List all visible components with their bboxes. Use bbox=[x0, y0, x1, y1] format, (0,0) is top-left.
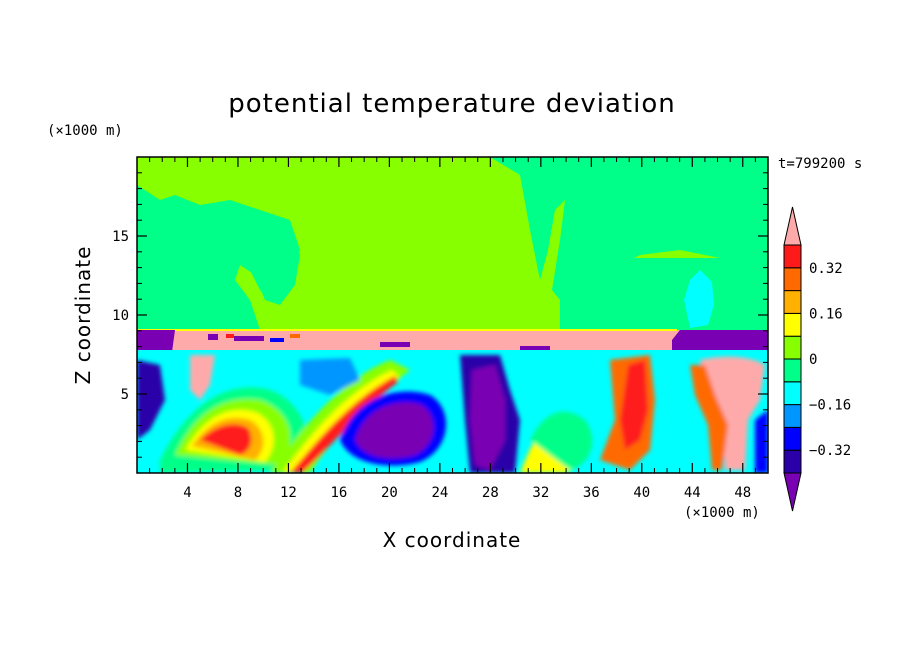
inversion-speckles bbox=[208, 334, 550, 350]
diag-band-red bbox=[290, 376, 398, 473]
x-tick-label: 32 bbox=[532, 485, 549, 501]
column-pink-right bbox=[700, 356, 765, 470]
colorbar: 0.32 0.16 0 −0.16 −0.32 bbox=[783, 206, 851, 512]
x-tick-label: 8 bbox=[234, 485, 242, 501]
colorbar-segment bbox=[783, 244, 802, 269]
y-axis-label: Z coordinate bbox=[71, 246, 95, 385]
y-unit-label: (×1000 m) bbox=[47, 123, 123, 139]
colorbar-extend-bottom bbox=[783, 472, 802, 512]
x-tick-label: 4 bbox=[183, 485, 191, 501]
x-axis-label: X coordinate bbox=[383, 528, 522, 552]
inversion-top-edge bbox=[137, 329, 677, 331]
left-warm-column bbox=[190, 355, 215, 400]
y-tick-label: 10 bbox=[112, 308, 129, 324]
x-tick-label: 12 bbox=[280, 485, 297, 501]
x-tick-label: 28 bbox=[482, 485, 499, 501]
x-unit-label: (×1000 m) bbox=[684, 505, 760, 521]
column-red-right-core bbox=[620, 360, 648, 450]
x-tick-label: 24 bbox=[431, 485, 448, 501]
chart-title: potential temperature deviation bbox=[228, 89, 675, 119]
left-cold-edge bbox=[137, 360, 165, 440]
colorbar-label: 0.32 bbox=[809, 261, 843, 277]
y-ticks: 5 10 15 bbox=[112, 172, 768, 458]
swirl-red bbox=[200, 424, 252, 455]
upper-cold-spot bbox=[684, 270, 714, 328]
blob-green-right bbox=[530, 411, 593, 470]
colorbar-segment bbox=[783, 335, 802, 360]
colorbar-segment bbox=[783, 381, 802, 406]
cold-pool-cap bbox=[137, 330, 175, 352]
upper-cool-region-2 bbox=[200, 205, 300, 330]
x-tick-label: 40 bbox=[633, 485, 650, 501]
contour-field bbox=[137, 157, 768, 473]
upper-left-cool bbox=[300, 358, 360, 395]
colorbar-extend-top bbox=[783, 206, 802, 246]
colorbar-segment bbox=[783, 404, 802, 428]
cold-pool-cap-right bbox=[672, 330, 768, 352]
x-ticks: 4 8 12 16 20 24 28 32 36 40 44 48 bbox=[149, 157, 756, 501]
colorbar-segment bbox=[783, 358, 802, 383]
blob-purple-core bbox=[355, 402, 434, 459]
x-tick-label: 20 bbox=[381, 485, 398, 501]
upper-cool-band bbox=[560, 258, 768, 338]
x-tick-label: 16 bbox=[330, 485, 347, 501]
x-tick-label: 36 bbox=[583, 485, 600, 501]
colorbar-segment bbox=[783, 312, 802, 337]
time-label: t=799200 s bbox=[778, 156, 862, 172]
y-tick-label: 15 bbox=[112, 229, 129, 245]
colorbar-label: 0 bbox=[809, 352, 817, 368]
colorbar-label: −0.32 bbox=[809, 443, 851, 459]
colorbar-segment bbox=[783, 449, 802, 474]
column-orange-right bbox=[690, 365, 728, 470]
x-tick-label: 48 bbox=[734, 485, 751, 501]
colorbar-segment bbox=[783, 267, 802, 292]
y-tick-label: 5 bbox=[121, 387, 129, 403]
colorbar-label: 0.16 bbox=[809, 306, 843, 322]
x-tick-label: 44 bbox=[684, 485, 701, 501]
colorbar-segment bbox=[783, 426, 802, 451]
upper-cool-region-3 bbox=[490, 157, 768, 300]
colorbar-label: −0.16 bbox=[809, 398, 851, 414]
colorbar-segment bbox=[783, 290, 802, 314]
center-cold-core bbox=[470, 365, 505, 470]
